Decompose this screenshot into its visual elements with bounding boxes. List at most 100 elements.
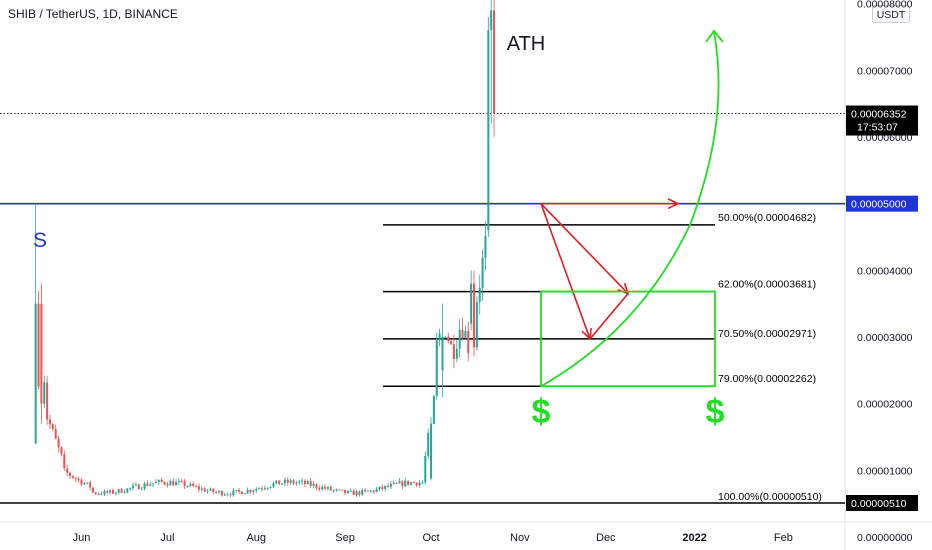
candle bbox=[458, 318, 461, 358]
x-tick-label: Feb bbox=[774, 532, 793, 544]
candle bbox=[220, 490, 223, 497]
candle-body bbox=[349, 490, 352, 492]
candle-body bbox=[326, 487, 329, 489]
y-tick-label: 0.00007000 bbox=[857, 65, 913, 77]
candle bbox=[152, 483, 155, 488]
candle bbox=[484, 221, 487, 271]
candle bbox=[338, 489, 341, 491]
candle bbox=[315, 483, 318, 491]
candle-body bbox=[303, 480, 306, 485]
y-tick-label: 0.00004000 bbox=[857, 265, 913, 277]
candle bbox=[34, 203, 37, 444]
candle bbox=[372, 489, 375, 494]
price-box-bg bbox=[846, 495, 918, 511]
candle bbox=[430, 417, 433, 481]
candle bbox=[326, 486, 329, 491]
candle bbox=[432, 394, 435, 425]
candle bbox=[447, 332, 450, 344]
candle bbox=[246, 487, 249, 494]
candle bbox=[117, 488, 120, 495]
y-tick-label: 0.00000000 bbox=[857, 532, 913, 544]
candle bbox=[493, 0, 496, 137]
candle bbox=[344, 489, 347, 495]
candle bbox=[441, 303, 444, 397]
candle bbox=[375, 486, 378, 493]
candle bbox=[195, 484, 198, 488]
candle bbox=[444, 336, 447, 338]
candle bbox=[283, 477, 286, 486]
candle bbox=[106, 489, 109, 495]
candle bbox=[292, 478, 295, 485]
candle-body bbox=[475, 302, 478, 348]
candle bbox=[212, 488, 215, 494]
candle-body bbox=[46, 382, 49, 420]
candle bbox=[470, 270, 473, 331]
candle-body bbox=[203, 488, 206, 492]
candle-body bbox=[309, 481, 312, 486]
candle-body bbox=[409, 482, 412, 485]
fib-label: 50.00%(0.00004682) bbox=[718, 212, 816, 224]
candle-body bbox=[312, 484, 315, 486]
candle bbox=[355, 489, 358, 497]
candle bbox=[180, 478, 183, 483]
candle bbox=[129, 487, 132, 492]
candle bbox=[295, 480, 298, 486]
candle-body bbox=[183, 481, 186, 487]
candle-body bbox=[48, 419, 51, 425]
candle-body bbox=[255, 488, 258, 491]
candle-body bbox=[189, 483, 192, 487]
candle bbox=[134, 482, 137, 487]
candle bbox=[352, 488, 355, 496]
candle bbox=[120, 487, 123, 494]
candle-body bbox=[358, 491, 361, 495]
candle-body bbox=[295, 482, 298, 484]
candle-body bbox=[263, 488, 266, 490]
candle-body bbox=[341, 489, 344, 491]
low-price-box: 0.00000510 bbox=[846, 495, 918, 511]
candle-body bbox=[226, 494, 229, 496]
candle-body bbox=[66, 468, 69, 473]
candle-body bbox=[209, 488, 212, 491]
candle bbox=[324, 484, 327, 491]
price-box-bg bbox=[846, 105, 918, 136]
candle-body bbox=[372, 490, 375, 492]
candle bbox=[66, 464, 69, 477]
candle-body bbox=[444, 336, 447, 338]
candle bbox=[438, 328, 441, 347]
candle-body bbox=[83, 483, 86, 485]
candle bbox=[40, 283, 43, 424]
candle-body bbox=[418, 482, 421, 486]
candle-body bbox=[195, 486, 198, 488]
candle bbox=[404, 477, 407, 488]
candle-body bbox=[40, 303, 43, 404]
candle bbox=[149, 481, 152, 487]
candle-body bbox=[484, 235, 487, 258]
currency-button[interactable]: USDT bbox=[872, 5, 910, 23]
candle bbox=[452, 334, 455, 369]
candle-body bbox=[352, 490, 355, 496]
candle-body bbox=[378, 486, 381, 490]
candle-body bbox=[398, 481, 401, 484]
candle-body bbox=[186, 486, 189, 488]
candle-body bbox=[441, 337, 444, 371]
candle bbox=[48, 414, 51, 429]
candle-body bbox=[260, 488, 263, 490]
candle bbox=[421, 480, 424, 484]
candle bbox=[260, 485, 263, 492]
y-tick-label: 0.00002000 bbox=[857, 399, 913, 411]
candle-body bbox=[269, 486, 272, 488]
candle bbox=[74, 476, 77, 483]
candle-body bbox=[464, 330, 467, 339]
candle-body bbox=[346, 490, 349, 494]
candle-body bbox=[384, 485, 387, 489]
candle-body bbox=[218, 491, 221, 493]
candle bbox=[94, 491, 97, 496]
candle bbox=[103, 489, 106, 497]
candle bbox=[275, 480, 278, 485]
candle bbox=[166, 481, 169, 488]
candle bbox=[86, 482, 89, 485]
dollar-sign-right: $ bbox=[706, 393, 725, 431]
candle bbox=[266, 487, 269, 491]
candle bbox=[332, 489, 335, 493]
